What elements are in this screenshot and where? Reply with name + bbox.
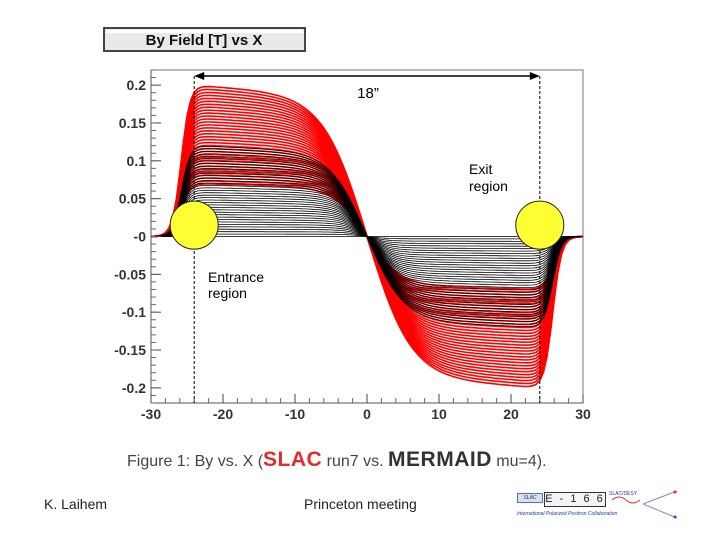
curve-slac-37 [150,146,584,327]
exit-label-1: region [469,178,508,194]
y-tick-label-6: -0.1 [122,304,146,320]
y-tick-label-7: -0.15 [114,342,146,358]
chart-title-box [103,27,306,52]
x-tick-label-3: 0 [363,406,371,422]
footer-meeting: Princeton meeting [304,496,417,512]
logo-collaboration: International Polarized Positron Collabo… [517,511,618,517]
span-arrow-right-head [529,72,540,80]
x-tick-label-6: 30 [575,406,591,422]
y-tick-label-0: 0.2 [127,77,147,93]
caption-prefix: Figure 1: By vs. X ( [127,453,264,470]
caption-middle: run7 vs. [322,453,389,470]
y-tick-label-5: -0.05 [114,266,146,282]
x-tick-label-5: 20 [503,406,519,422]
y-tick-label-1: 0.15 [119,115,146,131]
logo-small-text: SLAC/DESY [609,491,638,497]
y-tick-label-4: -0 [134,229,147,245]
logo-experiment: E - 1 6 6 [544,492,606,507]
axes-group: -30 -20 -10 0 10 20 30 0.2 0.15 0.1 0.05 -0 -0.05 -0.… [114,69,591,422]
chart-title: By Field [T] vs X [146,32,263,49]
logo-badge: SLAC [517,493,543,503]
y-tick-label-3: 0.05 [119,191,146,207]
exit-label-0: Exit [469,161,492,177]
y-tick-label-8: -0.2 [122,380,146,396]
x-tick-label-2: -10 [285,406,305,422]
e166-logo: SLAC E - 1 6 6 SLAC/DESY International P… [512,486,682,522]
logo-beam-icon [611,490,678,519]
footer-author: K. Laihem [44,496,108,512]
x-tick-label-0: -30 [141,406,161,422]
x-tick-label-4: 10 [431,406,447,422]
caption-mermaid: MERMAID [388,448,492,471]
y-tick-label-2: 0.1 [127,153,147,169]
span-label: 18” [357,85,379,102]
caption-suffix: mu=4). [491,453,547,470]
entrance-marker-circle [169,200,219,250]
entrance-label-1: region [208,285,247,301]
curve-group [150,85,584,388]
chart-title-box-shine [106,30,303,33]
caption-slac: SLAC [263,448,323,471]
entrance-label-0: Entrance [208,269,264,285]
span-arrow-left-head [194,72,205,80]
exit-marker-circle [515,200,565,250]
figure-caption: Figure 1: By vs. X (SLAC run7 vs. MERMAI… [127,448,547,472]
x-tick-label-1: -20 [213,406,233,422]
